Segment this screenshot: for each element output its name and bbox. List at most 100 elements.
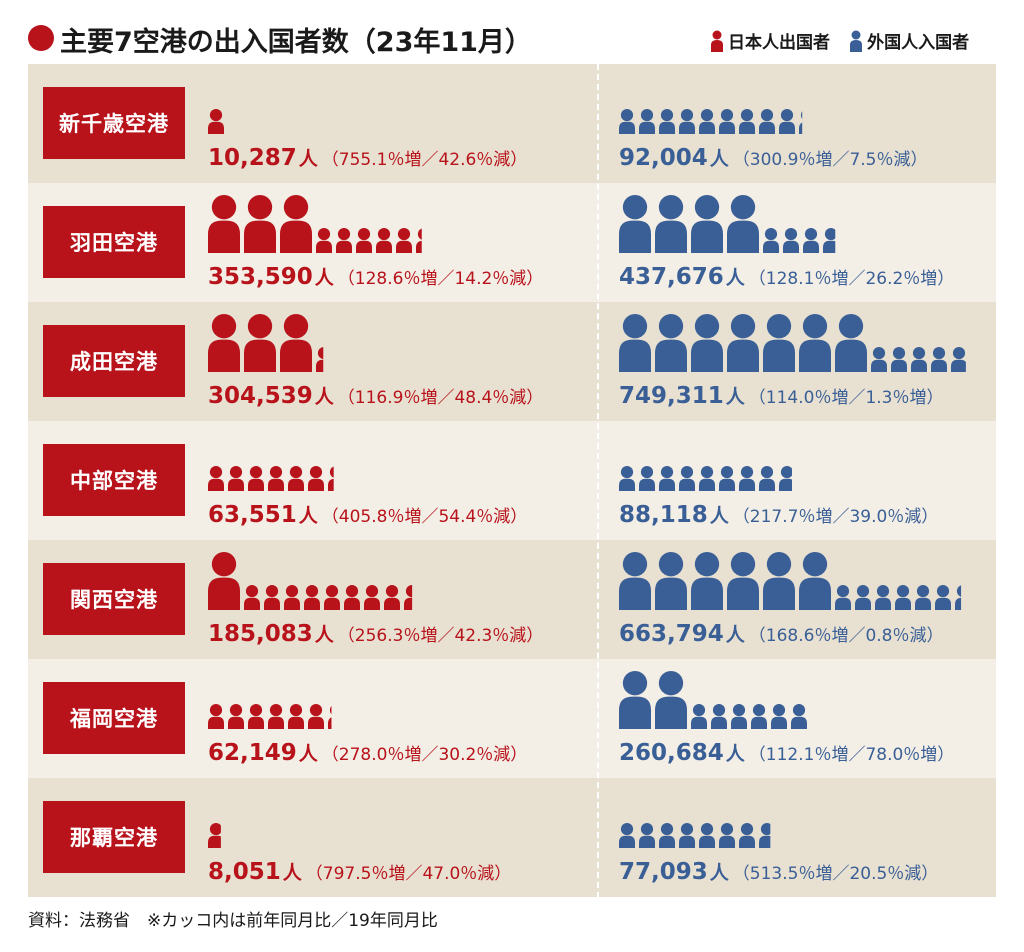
small-person-icon xyxy=(208,823,221,848)
airport-row: 成田空港 304,539 人（116.9％増／48.4％減） 749,311 人（114… xyxy=(28,302,996,421)
small-person-icon xyxy=(791,704,807,729)
small-person-icon xyxy=(779,109,795,134)
person-blue-icon xyxy=(850,30,863,52)
small-person-icon xyxy=(679,466,695,491)
airport-label: 新千歳空港 xyxy=(43,87,185,159)
japanese-icons xyxy=(208,704,332,729)
small-person-icon xyxy=(316,228,332,253)
large-person-icon xyxy=(835,314,867,372)
small-person-icon xyxy=(619,466,635,491)
change-rate: （128.1％増／26.2％増） xyxy=(748,269,955,289)
japanese-value-label: 304,539 人（116.9％増／48.4％減） xyxy=(208,382,543,409)
change-rate: （217.7％増／39.0％減） xyxy=(732,507,939,527)
value-number: 62,149 xyxy=(208,740,297,766)
airport-row: 関西空港 185,083 人（256.3％増／42.3％減） 663,794 人（168… xyxy=(28,540,996,659)
value-unit: 人 xyxy=(298,743,318,765)
large-person-icon xyxy=(619,314,651,372)
small-person-icon xyxy=(719,466,735,491)
value-number: 663,794 xyxy=(619,621,724,647)
small-person-icon xyxy=(396,228,412,253)
japanese-value-label: 8,051 人（797.5％増／47.0％減） xyxy=(208,858,511,885)
japanese-icons xyxy=(208,195,422,253)
foreign-value-label: 663,794 人（168.6％増／0.8％減） xyxy=(619,620,943,647)
value-unit: 人 xyxy=(709,148,729,170)
large-person-icon xyxy=(727,195,759,253)
small-person-icon xyxy=(779,466,792,491)
large-person-icon xyxy=(280,195,312,253)
small-person-icon xyxy=(659,109,675,134)
pictogram-chart: 新千歳空港 10,287 人（755.1％増／42.6％減） 92,004 人（300.… xyxy=(28,64,996,898)
source-note: 資料：法務省 ※カッコ内は前年同月比／19年同月比 xyxy=(28,911,438,931)
small-person-icon xyxy=(799,111,803,134)
value-number: 260,684 xyxy=(619,740,724,766)
small-person-icon xyxy=(356,228,372,253)
small-person-icon xyxy=(875,585,891,610)
value-number: 185,083 xyxy=(208,621,313,647)
airport-row: 福岡空港 62,149 人（278.0％増／30.2％減） 260,684 人（112.… xyxy=(28,659,996,778)
small-person-icon xyxy=(731,704,747,729)
japanese-value-label: 62,149 人（278.0％増／30.2％減） xyxy=(208,739,527,766)
value-unit: 人 xyxy=(725,743,745,765)
small-person-icon xyxy=(679,823,695,848)
change-rate: （256.3％増／42.3％減） xyxy=(337,626,544,646)
value-number: 88,118 xyxy=(619,502,708,528)
airport-row: 中部空港 63,551 人（405.8％増／54.4％減） 88,118 人（217.7… xyxy=(28,421,996,540)
chart-header: 主要7空港の出入国者数（23年11月） 日本人出国者 外国人入国者 xyxy=(26,18,996,58)
airport-label: 羽田空港 xyxy=(43,206,185,278)
foreign-value-label: 77,093 人（513.5％増／20.5％減） xyxy=(619,858,938,885)
large-person-icon xyxy=(799,552,831,610)
small-person-icon xyxy=(759,823,771,848)
small-person-icon xyxy=(308,466,324,491)
change-rate: （116.9％増／48.4％減） xyxy=(337,388,544,408)
large-person-icon xyxy=(691,552,723,610)
foreign-icons xyxy=(619,466,792,491)
change-rate: （300.9％増／7.5％減） xyxy=(732,150,928,170)
small-person-icon xyxy=(823,228,836,253)
small-person-icon xyxy=(268,704,284,729)
small-person-icon xyxy=(316,347,324,372)
small-person-icon xyxy=(911,347,927,372)
small-person-icon xyxy=(951,347,966,372)
small-person-icon xyxy=(384,585,400,610)
value-unit: 人 xyxy=(298,148,318,170)
small-person-icon xyxy=(328,706,332,729)
small-person-icon xyxy=(208,109,224,134)
small-person-icon xyxy=(719,823,735,848)
small-person-icon xyxy=(639,109,655,134)
airport-row: 那覇空港 8,051 人（797.5％増／47.0％減） 77,093 人（513.5％… xyxy=(28,778,996,897)
change-rate: （755.1％増／42.6％減） xyxy=(321,150,528,170)
foreign-icons xyxy=(619,671,807,729)
japanese-value-label: 185,083 人（256.3％増／42.3％減） xyxy=(208,620,543,647)
small-person-icon xyxy=(248,704,264,729)
value-unit: 人 xyxy=(725,624,745,646)
value-number: 10,287 xyxy=(208,145,297,171)
value-unit: 人 xyxy=(725,386,745,408)
change-rate: （112.1％増／78.0％増） xyxy=(748,745,955,765)
small-person-icon xyxy=(288,466,304,491)
large-person-icon xyxy=(208,552,240,610)
large-person-icon xyxy=(727,552,759,610)
small-person-icon xyxy=(344,585,360,610)
japanese-value-label: 63,551 人（405.8％増／54.4％減） xyxy=(208,501,527,528)
large-person-icon xyxy=(244,314,276,372)
japanese-icons xyxy=(208,552,413,610)
value-unit: 人 xyxy=(709,505,729,527)
small-person-icon xyxy=(719,109,735,134)
foreign-icons xyxy=(619,195,836,253)
change-rate: （278.0％増／30.2％減） xyxy=(321,745,528,765)
value-number: 92,004 xyxy=(619,145,708,171)
value-number: 63,551 xyxy=(208,502,297,528)
change-rate: （797.5％増／47.0％減） xyxy=(305,864,512,884)
title-bullet-icon xyxy=(28,25,54,51)
small-person-icon xyxy=(324,585,340,610)
change-rate: （168.6％増／0.8％減） xyxy=(748,626,944,646)
small-person-icon xyxy=(771,704,787,729)
small-person-icon xyxy=(835,585,851,610)
foreign-value-label: 88,118 人（217.7％増／39.0％減） xyxy=(619,501,938,528)
value-number: 749,311 xyxy=(619,383,724,409)
legend-label-japanese: 日本人出国者 xyxy=(728,33,830,53)
large-person-icon xyxy=(763,314,795,372)
large-person-icon xyxy=(691,195,723,253)
large-person-icon xyxy=(619,195,651,253)
airport-label: 成田空港 xyxy=(43,325,185,397)
